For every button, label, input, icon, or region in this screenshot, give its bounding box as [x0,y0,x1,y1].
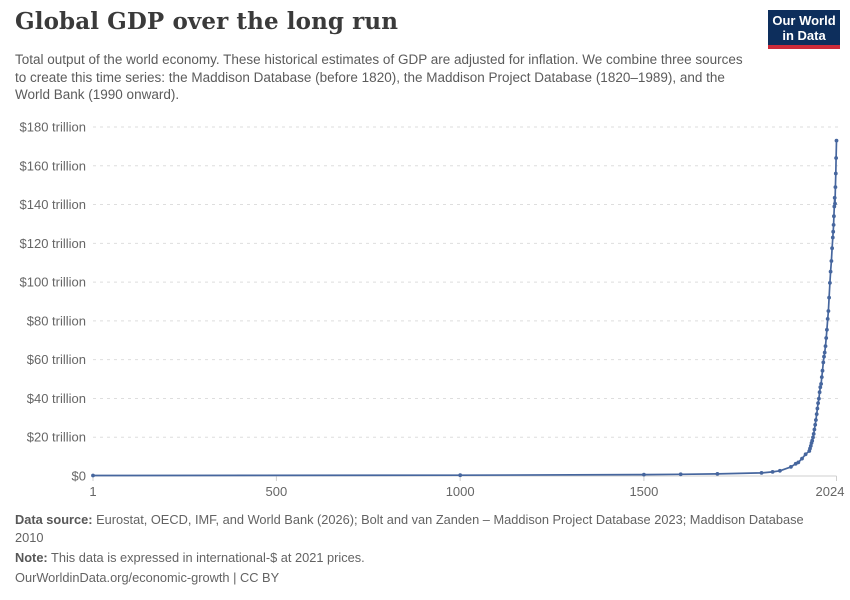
gdp-point[interactable] [816,401,820,405]
y-axis-label: $120 trillion [20,236,87,251]
gdp-point[interactable] [830,246,834,251]
y-axis-label: $80 trillion [27,313,86,328]
x-axis-label: 500 [266,484,288,499]
gdp-point[interactable] [829,259,834,263]
gdp-point[interactable] [678,472,683,477]
gdp-point[interactable] [822,350,827,355]
gdp-point[interactable] [458,473,463,478]
owid-url-link[interactable]: OurWorldinData.org/economic-growth [15,569,230,585]
chart-subtitle: Total output of the world economy. These… [15,52,743,102]
gdp-point[interactable] [715,472,720,476]
gdp-point[interactable] [833,185,838,190]
gdp-point[interactable] [813,422,818,427]
gdp-point[interactable] [818,385,823,390]
gdp-point[interactable] [833,171,838,176]
gdp-point[interactable] [814,418,818,422]
gdp-point[interactable] [828,269,833,274]
gdp-point[interactable] [834,138,839,143]
x-axis-label: 1500 [629,484,658,499]
gdp-point[interactable] [808,444,813,448]
data-source-text: Eurostat, OECD, IMF, and World Bank (202… [15,512,804,545]
data-source-label: Data source: [15,512,93,527]
gdp-point[interactable] [827,295,831,300]
x-axis-label: 1 [89,484,96,499]
gdp-point[interactable] [803,452,808,457]
gdp-point[interactable] [832,195,837,200]
gdp-point[interactable] [819,382,823,386]
note-label: Note: [15,549,48,565]
gdp-point[interactable] [770,470,775,474]
gdp-point[interactable] [821,360,826,365]
gdp-point[interactable] [832,214,836,219]
gdp-point[interactable] [642,472,646,477]
license-label: CC BY [240,569,280,585]
chart-footer: Data source: Eurostat, OECD, IMF, and Wo… [15,511,827,589]
gdp-point[interactable] [817,390,822,395]
gdp-point[interactable] [823,344,828,348]
gdp-point[interactable] [831,223,836,227]
gdp-point[interactable] [832,204,837,209]
gdp-point[interactable] [828,281,832,285]
x-axis-label: 1000 [446,484,475,499]
gdp-point[interactable] [800,456,804,461]
gdp-point[interactable] [822,354,826,359]
owid-logo-line1: Our World [772,12,836,28]
y-axis-label: $60 trillion [27,352,86,367]
gdp-point[interactable] [831,229,836,234]
footer-separator: | [229,569,240,585]
gdp-point[interactable] [824,336,829,340]
gdp-point[interactable] [810,438,815,443]
gdp-point[interactable] [811,432,816,436]
gdp-line[interactable] [92,139,838,477]
x-axis-label: 2024 [816,484,845,499]
gdp-point[interactable] [814,412,819,416]
gdp-point[interactable] [778,468,782,473]
note-line: Note: This data is expressed in internat… [15,549,827,567]
y-axis-label: $160 trillion [20,158,87,173]
y-axis-label: $100 trillion [20,275,87,290]
gdp-point[interactable] [820,368,825,373]
gdp-point[interactable] [833,201,837,206]
gdp-point[interactable] [830,235,835,240]
gdp-point[interactable] [796,460,801,465]
owid-logo[interactable]: Our World in Data [768,10,840,49]
gdp-point[interactable] [825,317,830,321]
gdp-point[interactable] [834,156,838,160]
y-axis-label: $20 trillion [27,430,86,445]
y-axis-label: $40 trillion [27,391,86,406]
data-source-line: Data source: Eurostat, OECD, IMF, and Wo… [15,511,827,546]
gdp-point[interactable] [825,327,829,332]
footer-links-line: OurWorldinData.org/economic-growth | CC … [15,569,827,587]
gdp-point[interactable] [759,471,764,475]
gdp-point[interactable] [815,406,820,411]
y-axis-label: $0 [72,469,86,484]
page-title: Global GDP over the long run [15,8,399,35]
y-axis-label: $140 trillion [20,197,87,212]
note-text: This data is expressed in international-… [47,549,365,565]
gdp-point[interactable] [91,473,95,478]
y-axis-label: $180 trillion [20,120,87,135]
gdp-point[interactable] [817,396,821,401]
gdp-point[interactable] [819,375,824,379]
gdp-point[interactable] [811,435,815,440]
owid-logo-line2: in Data [782,27,826,43]
gdp-point[interactable] [789,465,793,469]
gdp-point[interactable] [826,309,831,313]
gdp-point[interactable] [812,427,817,432]
